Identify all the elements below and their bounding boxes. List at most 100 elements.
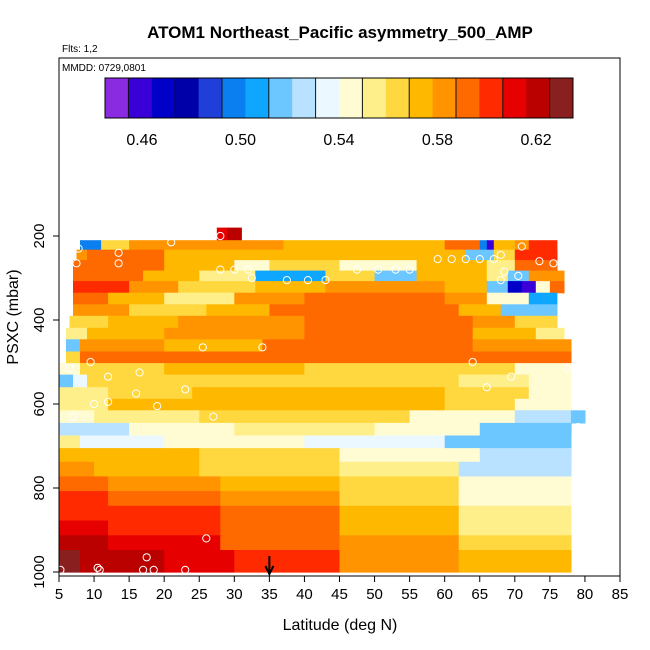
heatmap-cell [164,339,263,353]
flight-point [433,255,442,264]
heatmap-cell [514,315,558,329]
flight-point [114,259,123,268]
heatmap-cell [444,435,572,449]
heatmap-cell [269,260,341,272]
heatmap-cell [255,281,326,294]
heatmap-cell [66,327,88,340]
y-tick-label: 800 [31,475,48,500]
heatmap-cell [472,315,516,329]
heatmap-cell [59,398,109,411]
flight-point [405,265,414,274]
flight-point [86,357,95,367]
colorbar-tick-labels: 0.46 0.50 0.54 0.58 0.62 [126,132,551,149]
heatmap-cell [87,249,165,261]
flight-point [114,248,123,257]
heatmap-cell [73,304,130,317]
x-tick-label: 85 [612,586,629,603]
heatmap-cell [458,304,502,317]
x-tick-label: 35 [261,586,278,603]
heatmap-cell [220,476,341,492]
heatmap-cell [234,550,341,573]
heatmap-cell [479,422,572,437]
flight-point [209,412,218,421]
colorbar-swatch [339,78,363,118]
heatmap-cell [66,351,81,364]
heatmap-cell [129,281,179,294]
heatmap-cell [164,249,362,261]
flight-point [139,565,148,575]
heatmap-cell [73,374,88,388]
heatmap-cell [304,327,474,340]
flight-point [573,423,583,432]
heatmap-cell [458,505,572,522]
heatmap-cell [374,422,481,437]
heatmap-cell [458,520,572,536]
heatmap-cell [458,491,572,507]
heatmap-cell [458,550,572,573]
heatmap-cell [73,281,130,294]
heatmap-cell [178,281,256,294]
colorbar-swatch [128,78,153,118]
heatmap-cell [304,435,446,449]
heatmap-cell [360,249,467,261]
heatmap-cell [444,281,488,294]
heatmap-cell [164,327,305,340]
heatmap-cell [535,281,551,294]
chart-title: ATOM1 Northeast_Pacific asymmetry_500_AM… [147,23,533,42]
heatmap-cell [164,260,235,272]
heatmap-cell [220,491,341,507]
heatmap-cell [416,260,488,272]
flight-point [216,265,225,274]
heatmap-cell [87,327,165,340]
colorbar-swatch [222,78,246,118]
heatmap-cell [164,435,305,449]
colorbar-tick-label: 0.54 [323,132,354,149]
x-tick-label: 15 [121,586,138,603]
flight-point [216,231,225,241]
heatmap-cell [570,410,586,424]
flight-point [104,372,113,381]
flight-point [181,565,190,575]
y-tick-label: 400 [31,307,48,332]
colorbar-tick-label: 0.62 [521,132,552,149]
heatmap-cell [199,351,334,364]
flight-point [72,259,81,268]
y-tick-label: 1000 [31,555,48,588]
heatmap-cell [444,363,516,376]
heatmap-cell [339,550,460,573]
flight-point [258,343,267,352]
colorbar-swatch [175,78,200,118]
heatmap-cell [80,339,165,353]
flight-point [447,255,456,264]
heatmap-cell [59,535,109,551]
heatmap-cell [458,461,572,478]
heatmap-cell [304,315,474,329]
flight-point [244,265,253,274]
heatmap-cell [178,315,305,329]
flight-point [202,534,211,543]
heatmap-cell [514,339,572,353]
heatmap-cell [220,505,341,522]
heatmap-cell [192,387,446,400]
x-axis-label: Latitude (deg N) [283,617,398,634]
heatmap-cell [108,315,179,329]
y-tick-label: 600 [31,391,48,416]
flight-point [95,565,104,575]
flight-point [514,271,523,280]
x-tick-label: 20 [156,586,173,603]
x-tick-label: 65 [471,586,488,603]
flight-point [282,276,291,285]
heatmap-cell [73,292,109,305]
heatmap-cell [216,227,228,241]
heatmap-cell [234,260,270,272]
heatmap-cell [472,327,537,340]
colorbar-tick-label: 0.58 [422,132,453,149]
flight-point [90,399,99,409]
heatmap-cell [486,281,509,294]
flight-point [149,565,158,575]
flight-point [517,242,526,251]
colorbar [104,77,574,119]
flight-point [104,397,113,406]
x-tick-label: 80 [577,586,594,603]
heatmap-cell [458,374,530,388]
